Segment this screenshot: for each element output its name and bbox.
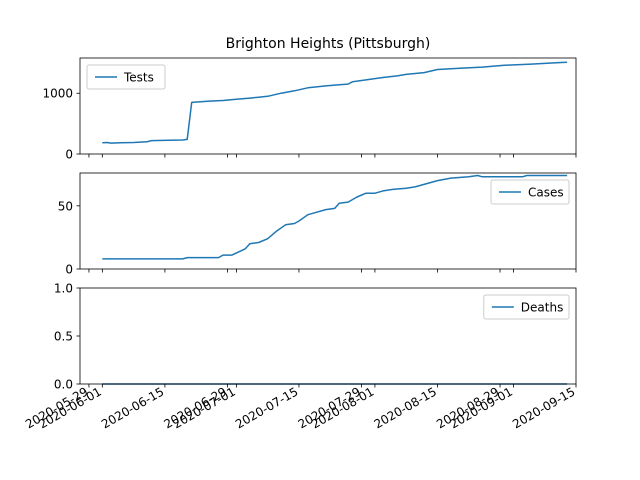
- legend-cases: Cases: [490, 179, 570, 205]
- legend-box: [86, 64, 166, 90]
- panel-cases: 0 50 Cases: [58, 172, 577, 277]
- plot-area: 01000Tests050Cases0.00.51.02020-05-29202…: [23, 57, 578, 432]
- legend-label: Tests: [123, 71, 154, 85]
- legend-tests: Tests: [86, 64, 166, 90]
- x-tick-label: 2020-08-15: [372, 384, 439, 431]
- axes-frame: [79, 172, 577, 270]
- panel-tests: 0 1000 Tests: [42, 57, 577, 162]
- panel-deaths: 0.00.51.02020-05-292020-06-012020-06-152…: [23, 282, 577, 432]
- x-tick-label: 2020-09-15: [510, 384, 577, 431]
- x-tick-label: 2020-06-15: [99, 384, 166, 431]
- axes-frame: [79, 57, 577, 155]
- chart-title: Brighton Heights (Pittsburgh): [226, 36, 431, 52]
- y-tick-label: 0: [65, 148, 73, 162]
- series-line-cases: [102, 174, 568, 260]
- y-tick-label: 0.5: [54, 330, 73, 344]
- legend-box: [490, 179, 570, 205]
- y-tick-label: 0.0: [54, 378, 73, 392]
- legend-box: [483, 294, 570, 320]
- y-tick-label: 0: [65, 263, 73, 277]
- y-tick-label: 1.0: [54, 282, 73, 296]
- legend-deaths: Deaths: [483, 294, 570, 320]
- legend-label: Cases: [528, 186, 564, 200]
- y-tick-label: 50: [58, 199, 73, 213]
- legend-label: Deaths: [521, 301, 564, 315]
- y-tick-label: 1000: [42, 87, 73, 101]
- series-line-tests: [102, 61, 568, 144]
- x-tick-label: 2020-07-15: [233, 384, 300, 431]
